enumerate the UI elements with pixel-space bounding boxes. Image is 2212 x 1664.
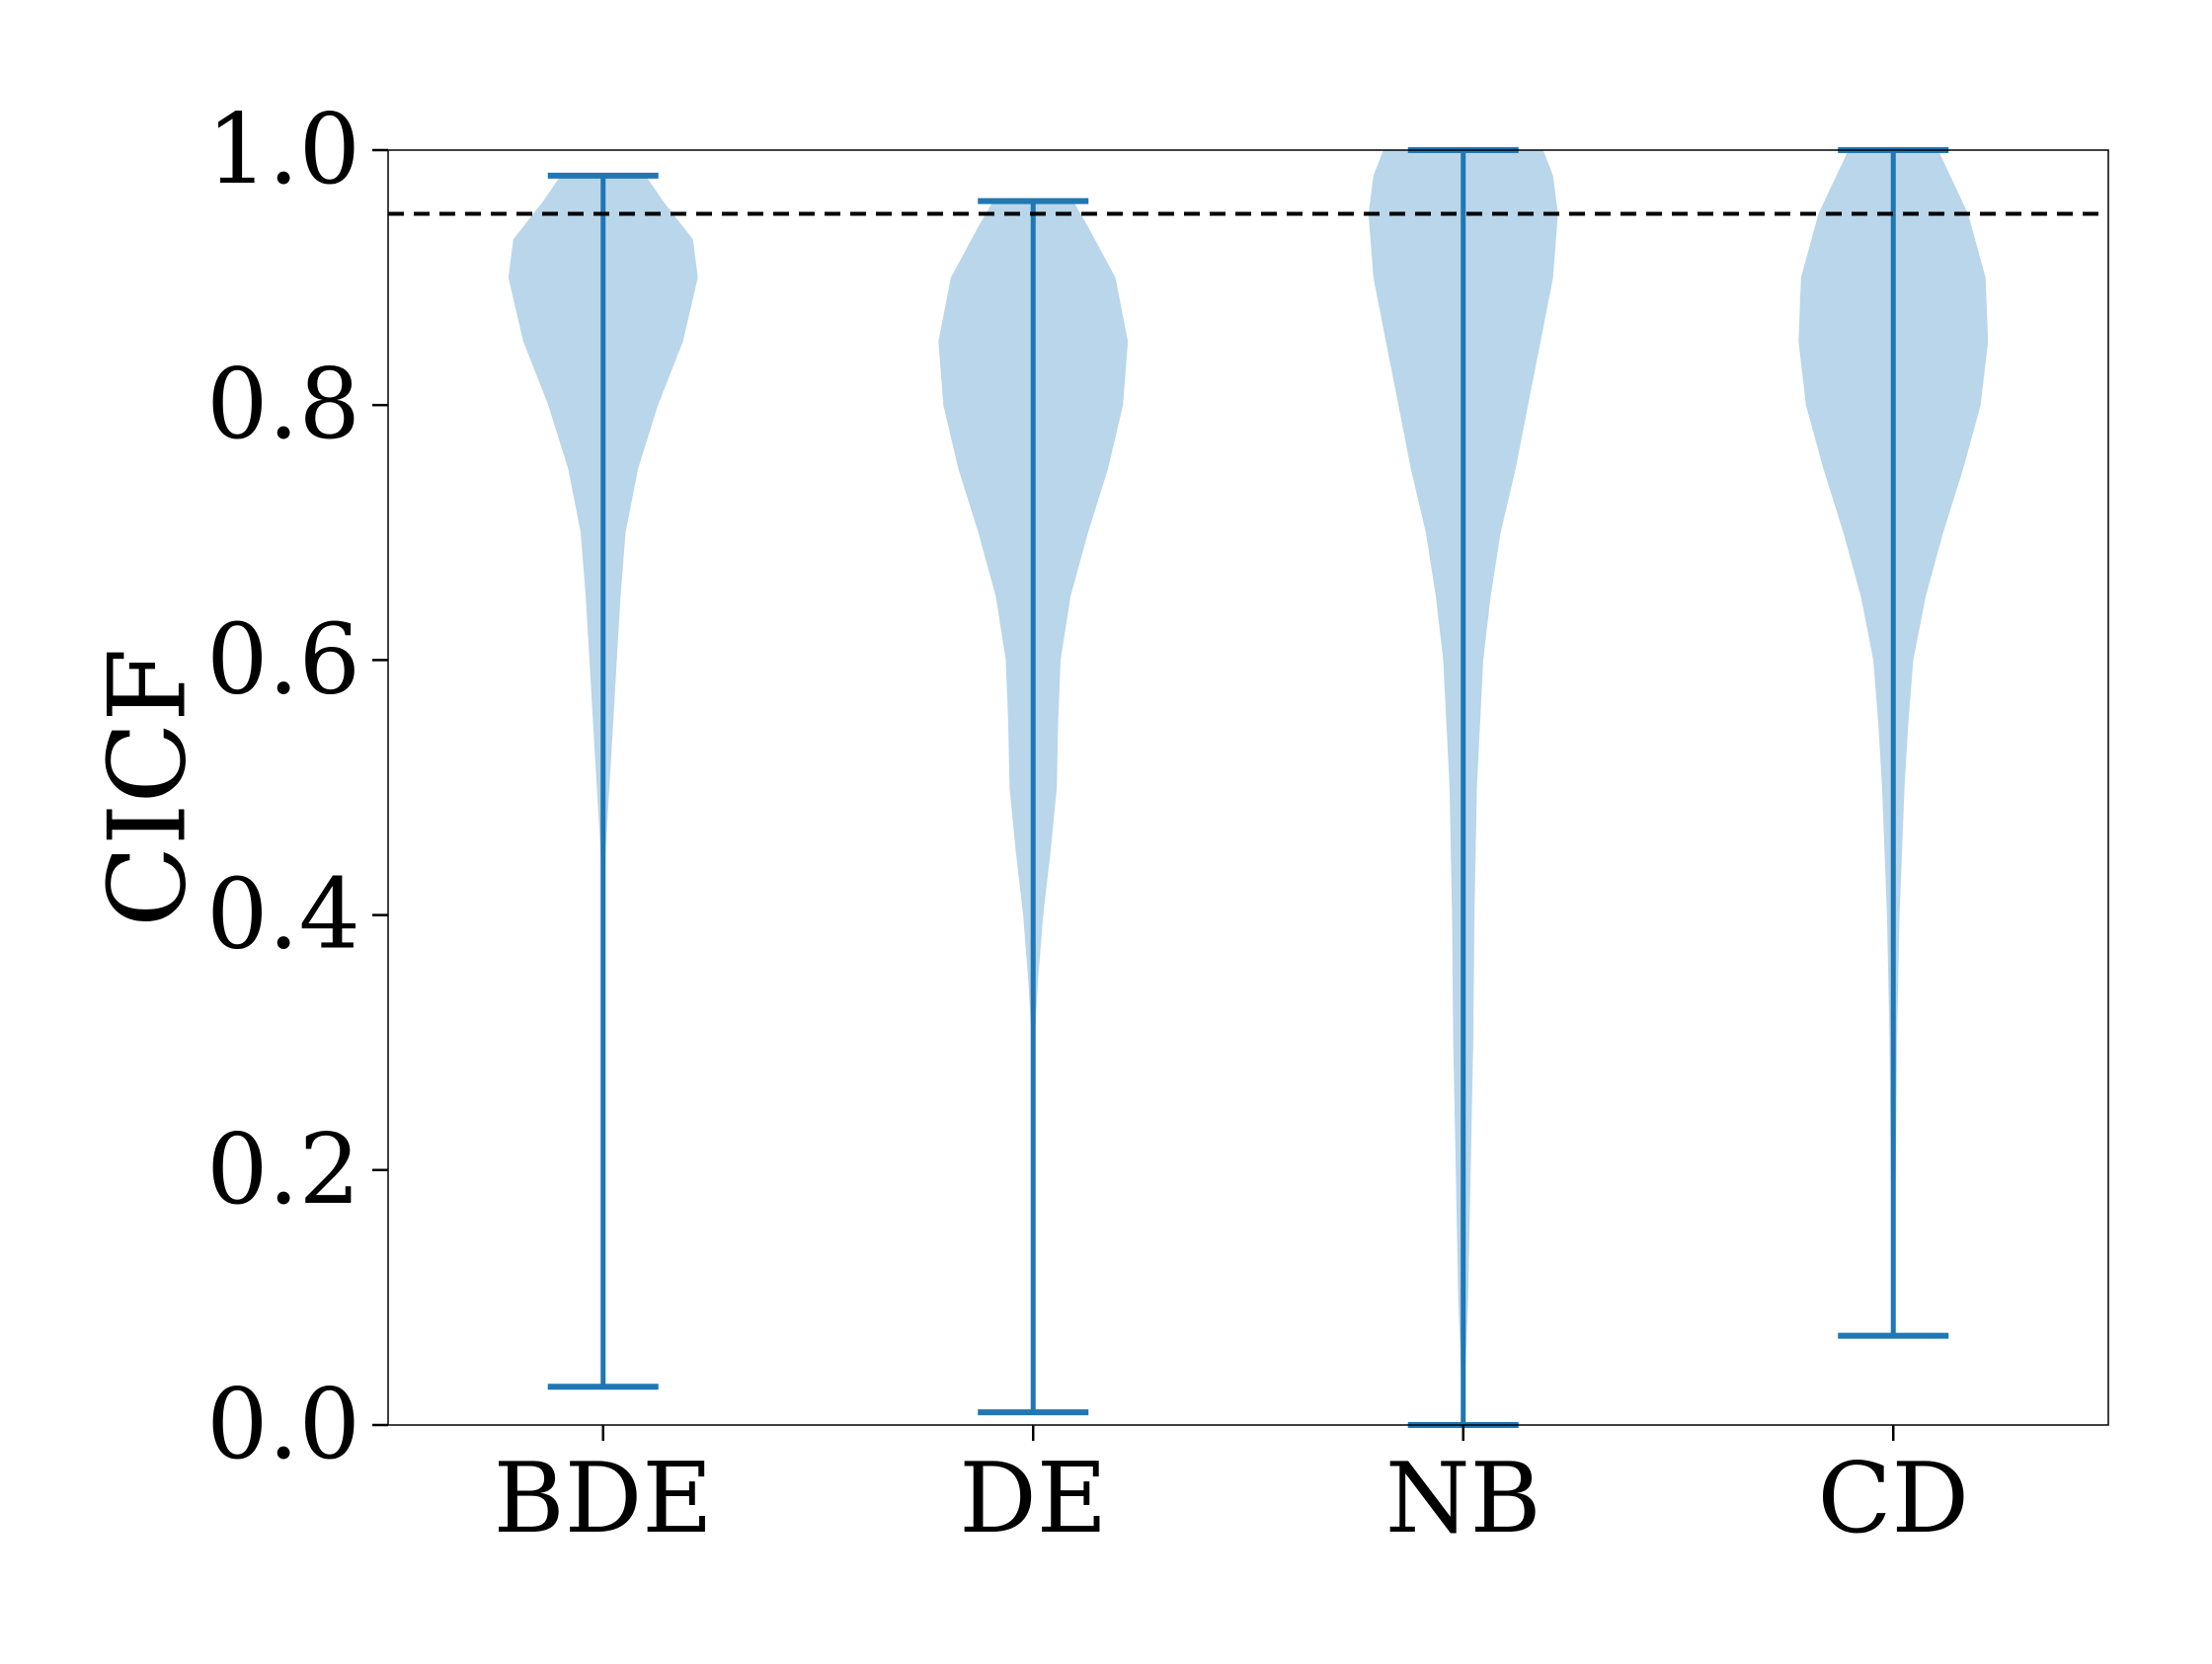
labels-layer: 0.0 0.2 0.4 0.6 0.8 1.0 BDE DE NB CD CICF [87,94,1970,1555]
violins-layer [508,147,1989,1428]
y-axis-title: CICF [87,648,210,927]
y-tick-label: 0.2 [206,1114,360,1227]
y-tick-label: 0.8 [206,349,360,461]
x-tick-label-nb: NB [1385,1443,1541,1555]
y-tick-label: 0.4 [206,859,360,972]
y-tick-label: 0.0 [206,1369,360,1481]
x-tick-label-bde: BDE [494,1443,713,1555]
x-tick-label-de: DE [959,1443,1107,1555]
x-tick-label-cd: CD [1817,1443,1969,1555]
axes-layer [372,148,2109,1441]
y-tick-label: 1.0 [206,94,360,206]
y-tick-label: 0.6 [206,603,360,716]
plot-frame [387,149,2109,1426]
